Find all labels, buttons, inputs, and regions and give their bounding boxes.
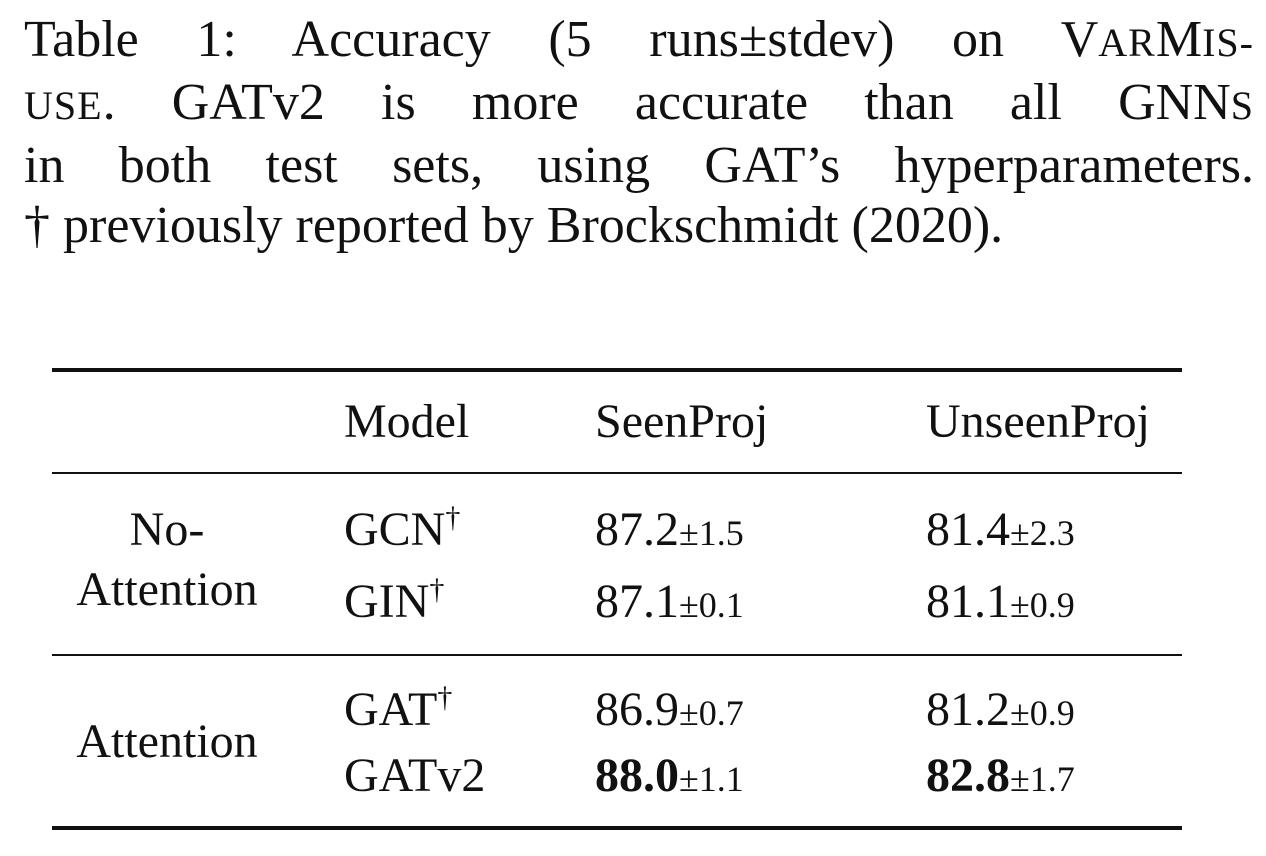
table-row-gatv2-model: GATv2 — [344, 749, 486, 802]
table-row-gatv2-unseen: 82.8±1.7 — [926, 749, 1075, 802]
table-row-gin-model: GIN† — [344, 573, 445, 629]
table-bottom-rule — [52, 826, 1182, 830]
header-unseenproj: UnseenProj — [926, 395, 1150, 448]
table-row-gat-seen: 86.9±0.7 — [595, 683, 744, 736]
group-label-attention: Attention — [76, 715, 258, 768]
group-separator-rule — [52, 654, 1182, 656]
group-label-no-attention-line1: No- — [129, 503, 205, 556]
table-row-gcn-unseen: 81.4±2.3 — [926, 503, 1075, 556]
table-caption: Table 1: Accuracy (5 runs±stdev) on VARM… — [24, 10, 1254, 256]
group-label-no-attention-line2: Attention — [76, 563, 258, 616]
header-rule — [52, 472, 1182, 474]
table-row-gat-unseen: 81.2±0.9 — [926, 683, 1075, 736]
table-row-gin-seen: 87.1±0.1 — [595, 575, 744, 628]
header-seenproj: SeenProj — [595, 395, 769, 448]
caption-line-3: in both test sets, using GAT’s hyperpara… — [24, 137, 1254, 194]
header-model: Model — [344, 395, 470, 448]
table-row-gcn-model: GCN† — [344, 501, 461, 557]
table-row-gcn-seen: 87.2±1.5 — [595, 503, 744, 556]
table-row-gin-unseen: 81.1±0.9 — [926, 575, 1075, 628]
caption-line-4: † previously reported by Brockschmidt (2… — [24, 197, 1004, 254]
table-top-rule — [52, 368, 1182, 372]
caption-line-2: USE. GATv2 is more accurate than all GNN… — [24, 74, 1254, 131]
table-row-gat-model: GAT† — [344, 681, 453, 737]
caption-line-1: Table 1: Accuracy (5 runs±stdev) on VARM… — [24, 11, 1254, 68]
table-row-gatv2-seen: 88.0±1.1 — [595, 749, 744, 802]
